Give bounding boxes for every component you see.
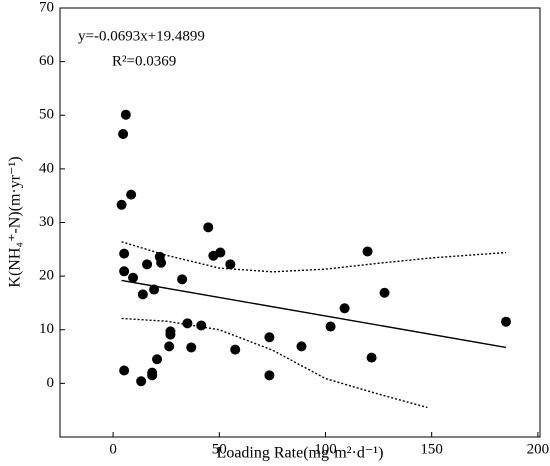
point: [152, 354, 163, 365]
point: [186, 342, 197, 353]
point: [325, 321, 336, 332]
confidence-band: [121, 317, 428, 409]
regression-line: [121, 279, 507, 349]
x-tick-label: 200: [527, 441, 550, 457]
point: [215, 247, 226, 258]
point: [501, 316, 512, 327]
y-tick-label: 20: [39, 268, 54, 284]
x-tick-label: 0: [109, 441, 117, 457]
point: [296, 341, 307, 352]
x-tick-label: 100: [314, 441, 337, 457]
point: [119, 365, 130, 376]
plot-frame: [59, 7, 541, 438]
y-axis-label: K(NH₄⁺-N)(m·yr⁻¹): [7, 156, 24, 287]
point: [164, 341, 175, 352]
point: [119, 266, 130, 277]
x-axis-label: Loading Rate(mg·m²·d⁻¹): [217, 445, 384, 462]
point: [165, 329, 176, 340]
annotation: R²=0.0369: [112, 53, 176, 69]
point: [182, 318, 193, 329]
point: [116, 199, 127, 210]
x-tick-label: 150: [420, 441, 443, 457]
point: [366, 352, 377, 363]
point: [142, 259, 153, 270]
point: [203, 222, 214, 233]
point: [120, 109, 131, 120]
y-tick-label: 50: [39, 107, 54, 123]
point: [196, 320, 207, 331]
annotation: y=-0.0693x+19.4899: [78, 28, 205, 44]
y-tick-label: 40: [39, 160, 54, 176]
point: [136, 376, 147, 387]
point: [177, 274, 188, 285]
point: [128, 272, 139, 283]
point: [264, 370, 275, 381]
y-tick-label: 30: [39, 214, 54, 230]
point: [126, 189, 137, 200]
x-tick-label: 50: [212, 441, 227, 457]
point: [156, 257, 167, 268]
y-tick-label: 10: [39, 321, 54, 337]
point: [362, 246, 373, 257]
point: [339, 303, 350, 314]
point: [264, 332, 275, 343]
y-tick-label: 70: [39, 0, 54, 15]
point: [230, 344, 241, 355]
y-tick-label: 60: [39, 53, 54, 69]
point: [149, 284, 160, 295]
point: [147, 367, 158, 378]
confidence-band: [121, 241, 507, 273]
point: [137, 289, 148, 300]
point: [379, 287, 390, 298]
point: [118, 129, 129, 140]
y-tick-label: 0: [47, 375, 55, 391]
point: [225, 259, 236, 270]
point: [119, 248, 130, 259]
